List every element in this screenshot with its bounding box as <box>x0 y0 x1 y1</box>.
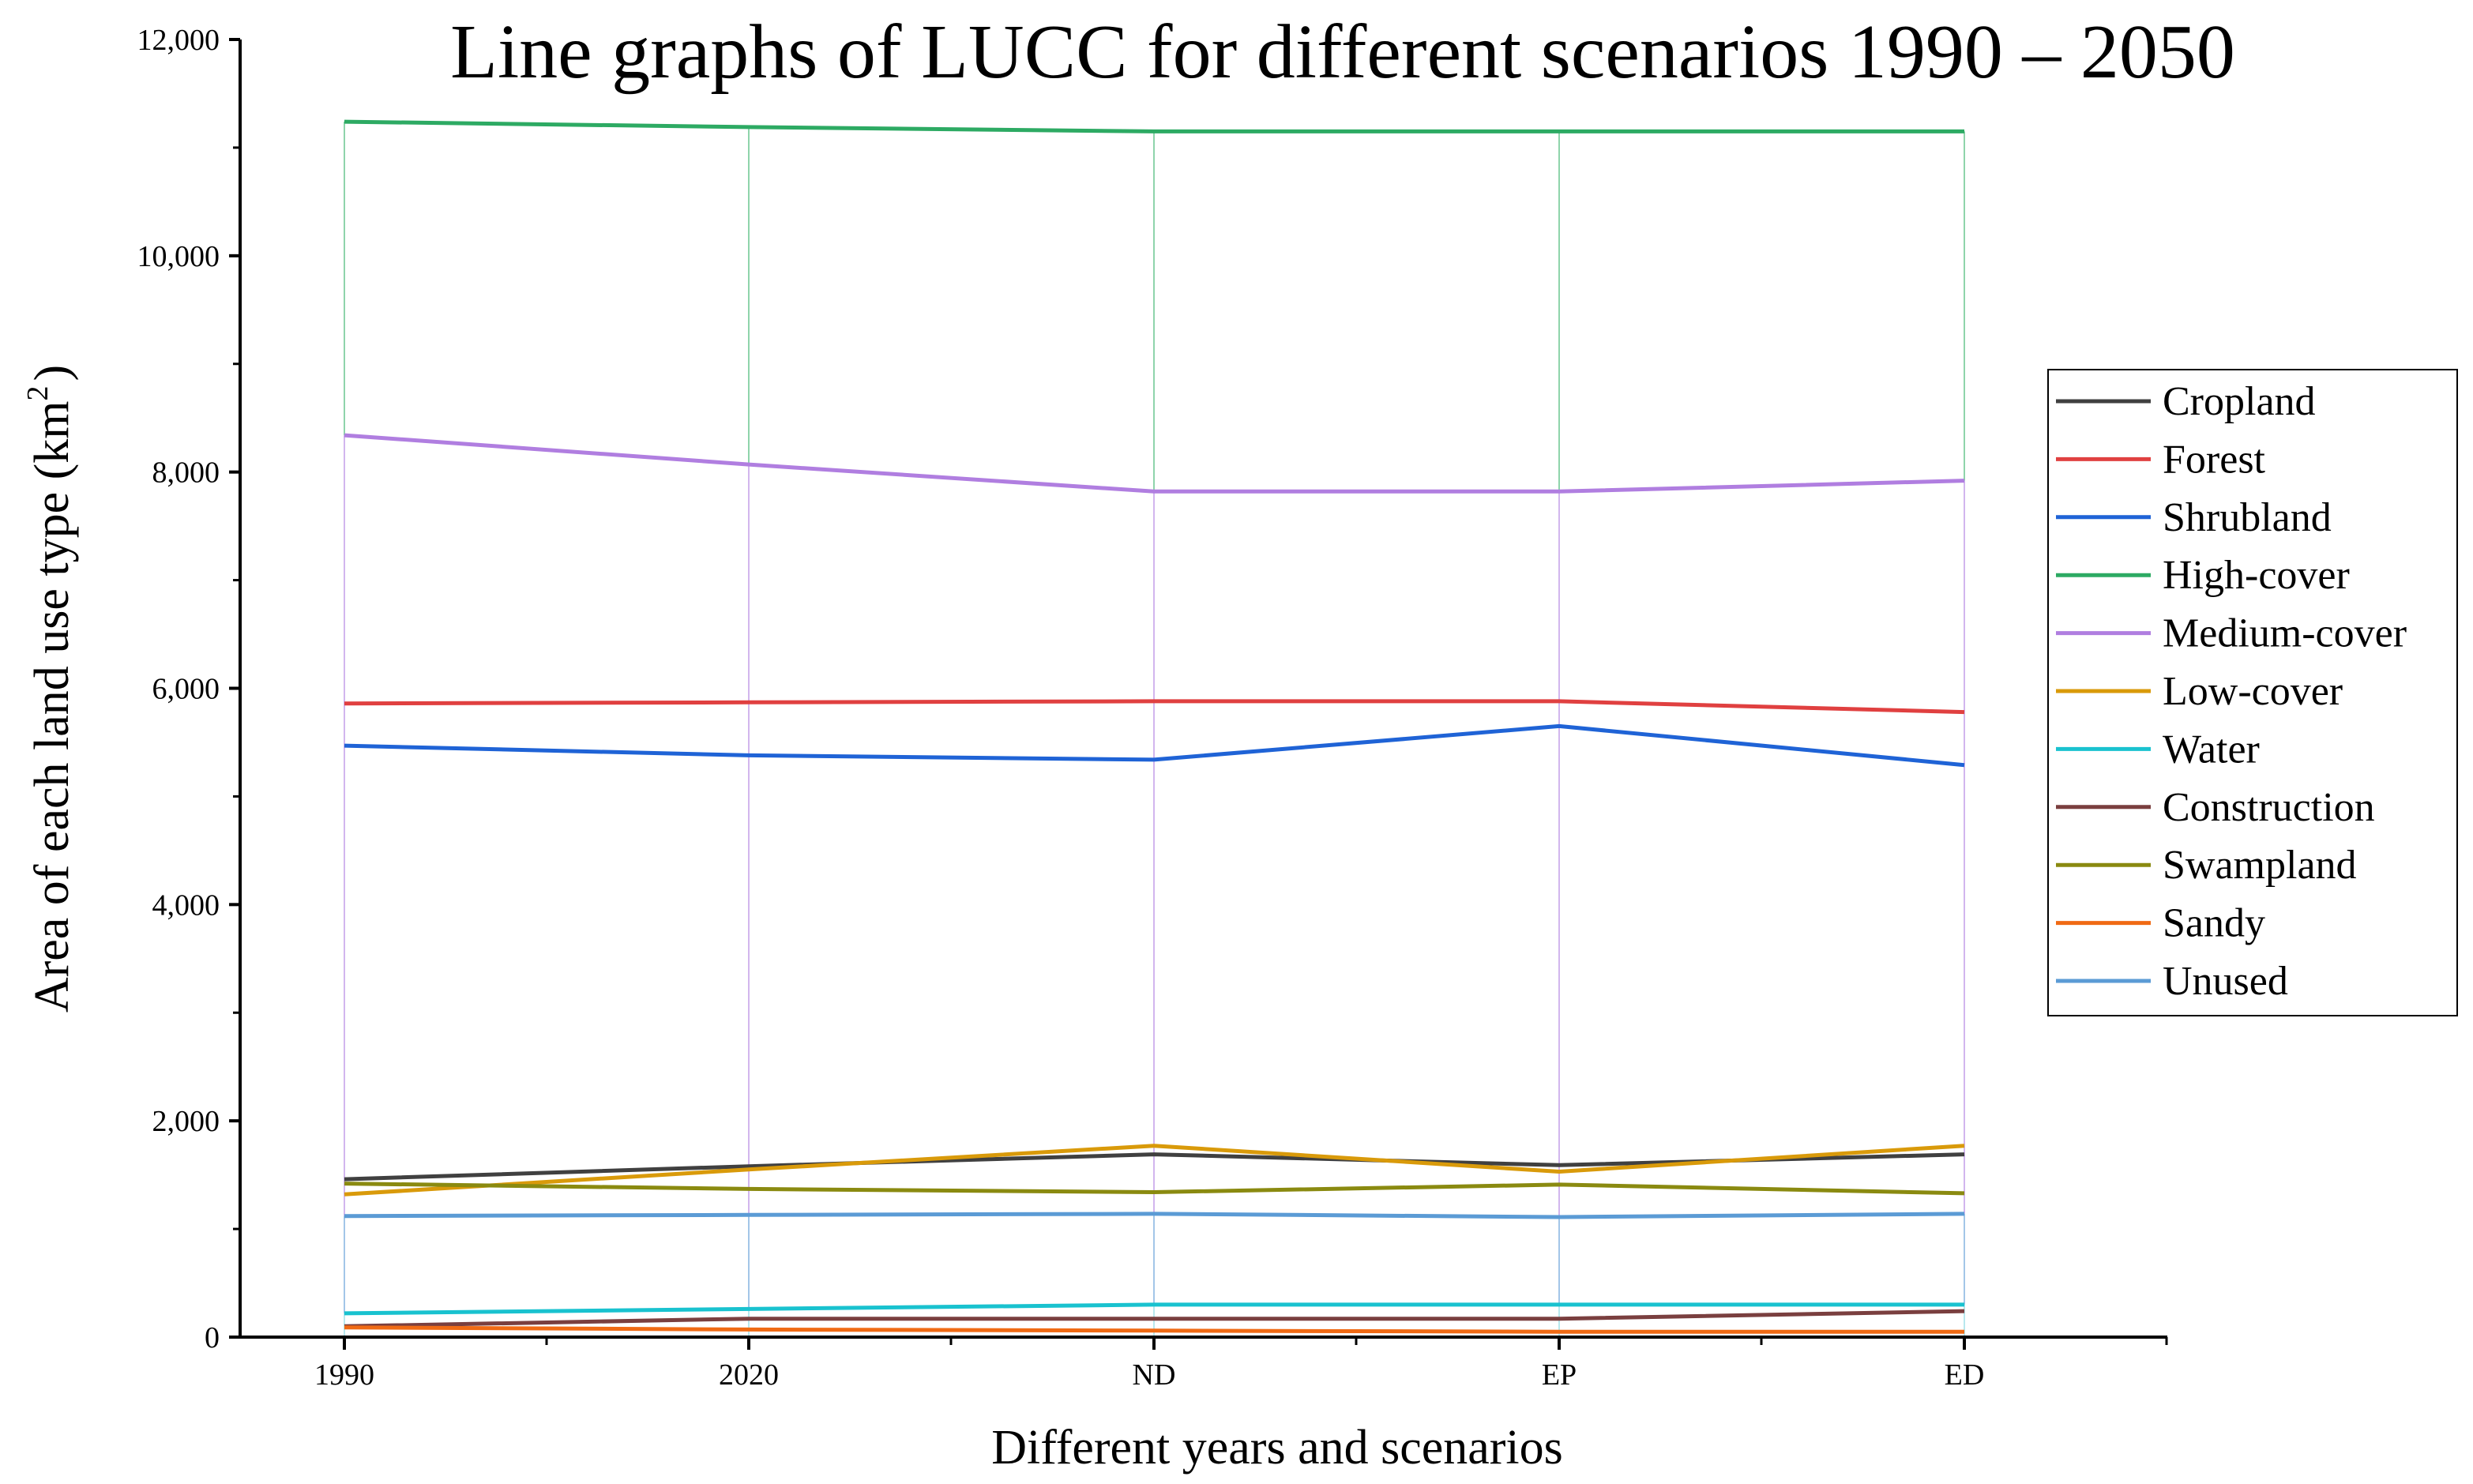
series-line-forest <box>344 699 1965 715</box>
legend-label-swampland: Swampland <box>2163 843 2357 888</box>
series-line-unused <box>344 1212 1965 1219</box>
series-line-swampland <box>344 1182 1965 1196</box>
y-tick-label: 10,000 <box>137 240 220 273</box>
y-tick-label: 2,000 <box>152 1105 220 1138</box>
y-axis-label-main: Area of each land use type (km <box>25 400 79 1013</box>
x-tick-label: ED <box>1945 1358 1985 1392</box>
series-line-medium-cover <box>344 433 1965 494</box>
y-tick-label: 4,000 <box>152 889 220 922</box>
legend-label-shrubland: Shrubland <box>2163 495 2332 540</box>
legend-label-unused: Unused <box>2163 959 2288 1004</box>
series-line-construction <box>344 1309 1965 1328</box>
series-line-shrubland <box>344 723 1965 768</box>
legend-label-sandy: Sandy <box>2163 901 2265 946</box>
chart-title: Line graphs of LUCC for different scenar… <box>450 9 2235 95</box>
series-line-water <box>344 1302 1964 1316</box>
x-axis-label: Different years and scenarios <box>991 1421 1563 1475</box>
x-tick-label: 2020 <box>719 1358 779 1392</box>
legend-label-medium-cover: Medium-cover <box>2163 611 2407 656</box>
y-tick-label: 6,000 <box>152 673 220 706</box>
series-lines <box>344 119 1965 1334</box>
y-ticks: 0 2,000 4,000 6,000 8,000 10,000 12,000 <box>137 24 240 1354</box>
legend: Cropland Forest Shrubland High-cover Medium-… <box>2047 369 2458 1016</box>
y-axis-label-close: ) <box>25 365 79 381</box>
series-line-high-cover <box>344 119 1964 133</box>
y-tick-label: 0 <box>205 1321 220 1354</box>
legend-label-construction: Construction <box>2163 785 2375 830</box>
y-tick-label: 12,000 <box>137 24 220 57</box>
y-tick-label: 8,000 <box>152 456 220 490</box>
series-line-sandy <box>344 1325 1964 1334</box>
legend-label-forest: Forest <box>2163 437 2266 482</box>
legend-label-cropland: Cropland <box>2163 379 2316 424</box>
y-axis-label: Area of each land use type (km2) <box>21 365 79 1013</box>
series-line-low-cover <box>344 1144 1965 1197</box>
y-axis-label-superscript: 2 <box>21 385 54 400</box>
x-ticks: 1990 2020 ND EP ED <box>314 1337 2168 1392</box>
legend-label-low-cover: Low-cover <box>2163 669 2343 714</box>
x-tick-label: 1990 <box>314 1358 374 1392</box>
legend-label-high-cover: High-cover <box>2163 553 2350 598</box>
x-tick-label: EP <box>1542 1358 1577 1392</box>
legend-label-water: Water <box>2163 727 2260 772</box>
axes <box>239 39 2167 1339</box>
x-tick-label: ND <box>1133 1358 1176 1392</box>
vertical-gridlines <box>344 122 1965 1337</box>
